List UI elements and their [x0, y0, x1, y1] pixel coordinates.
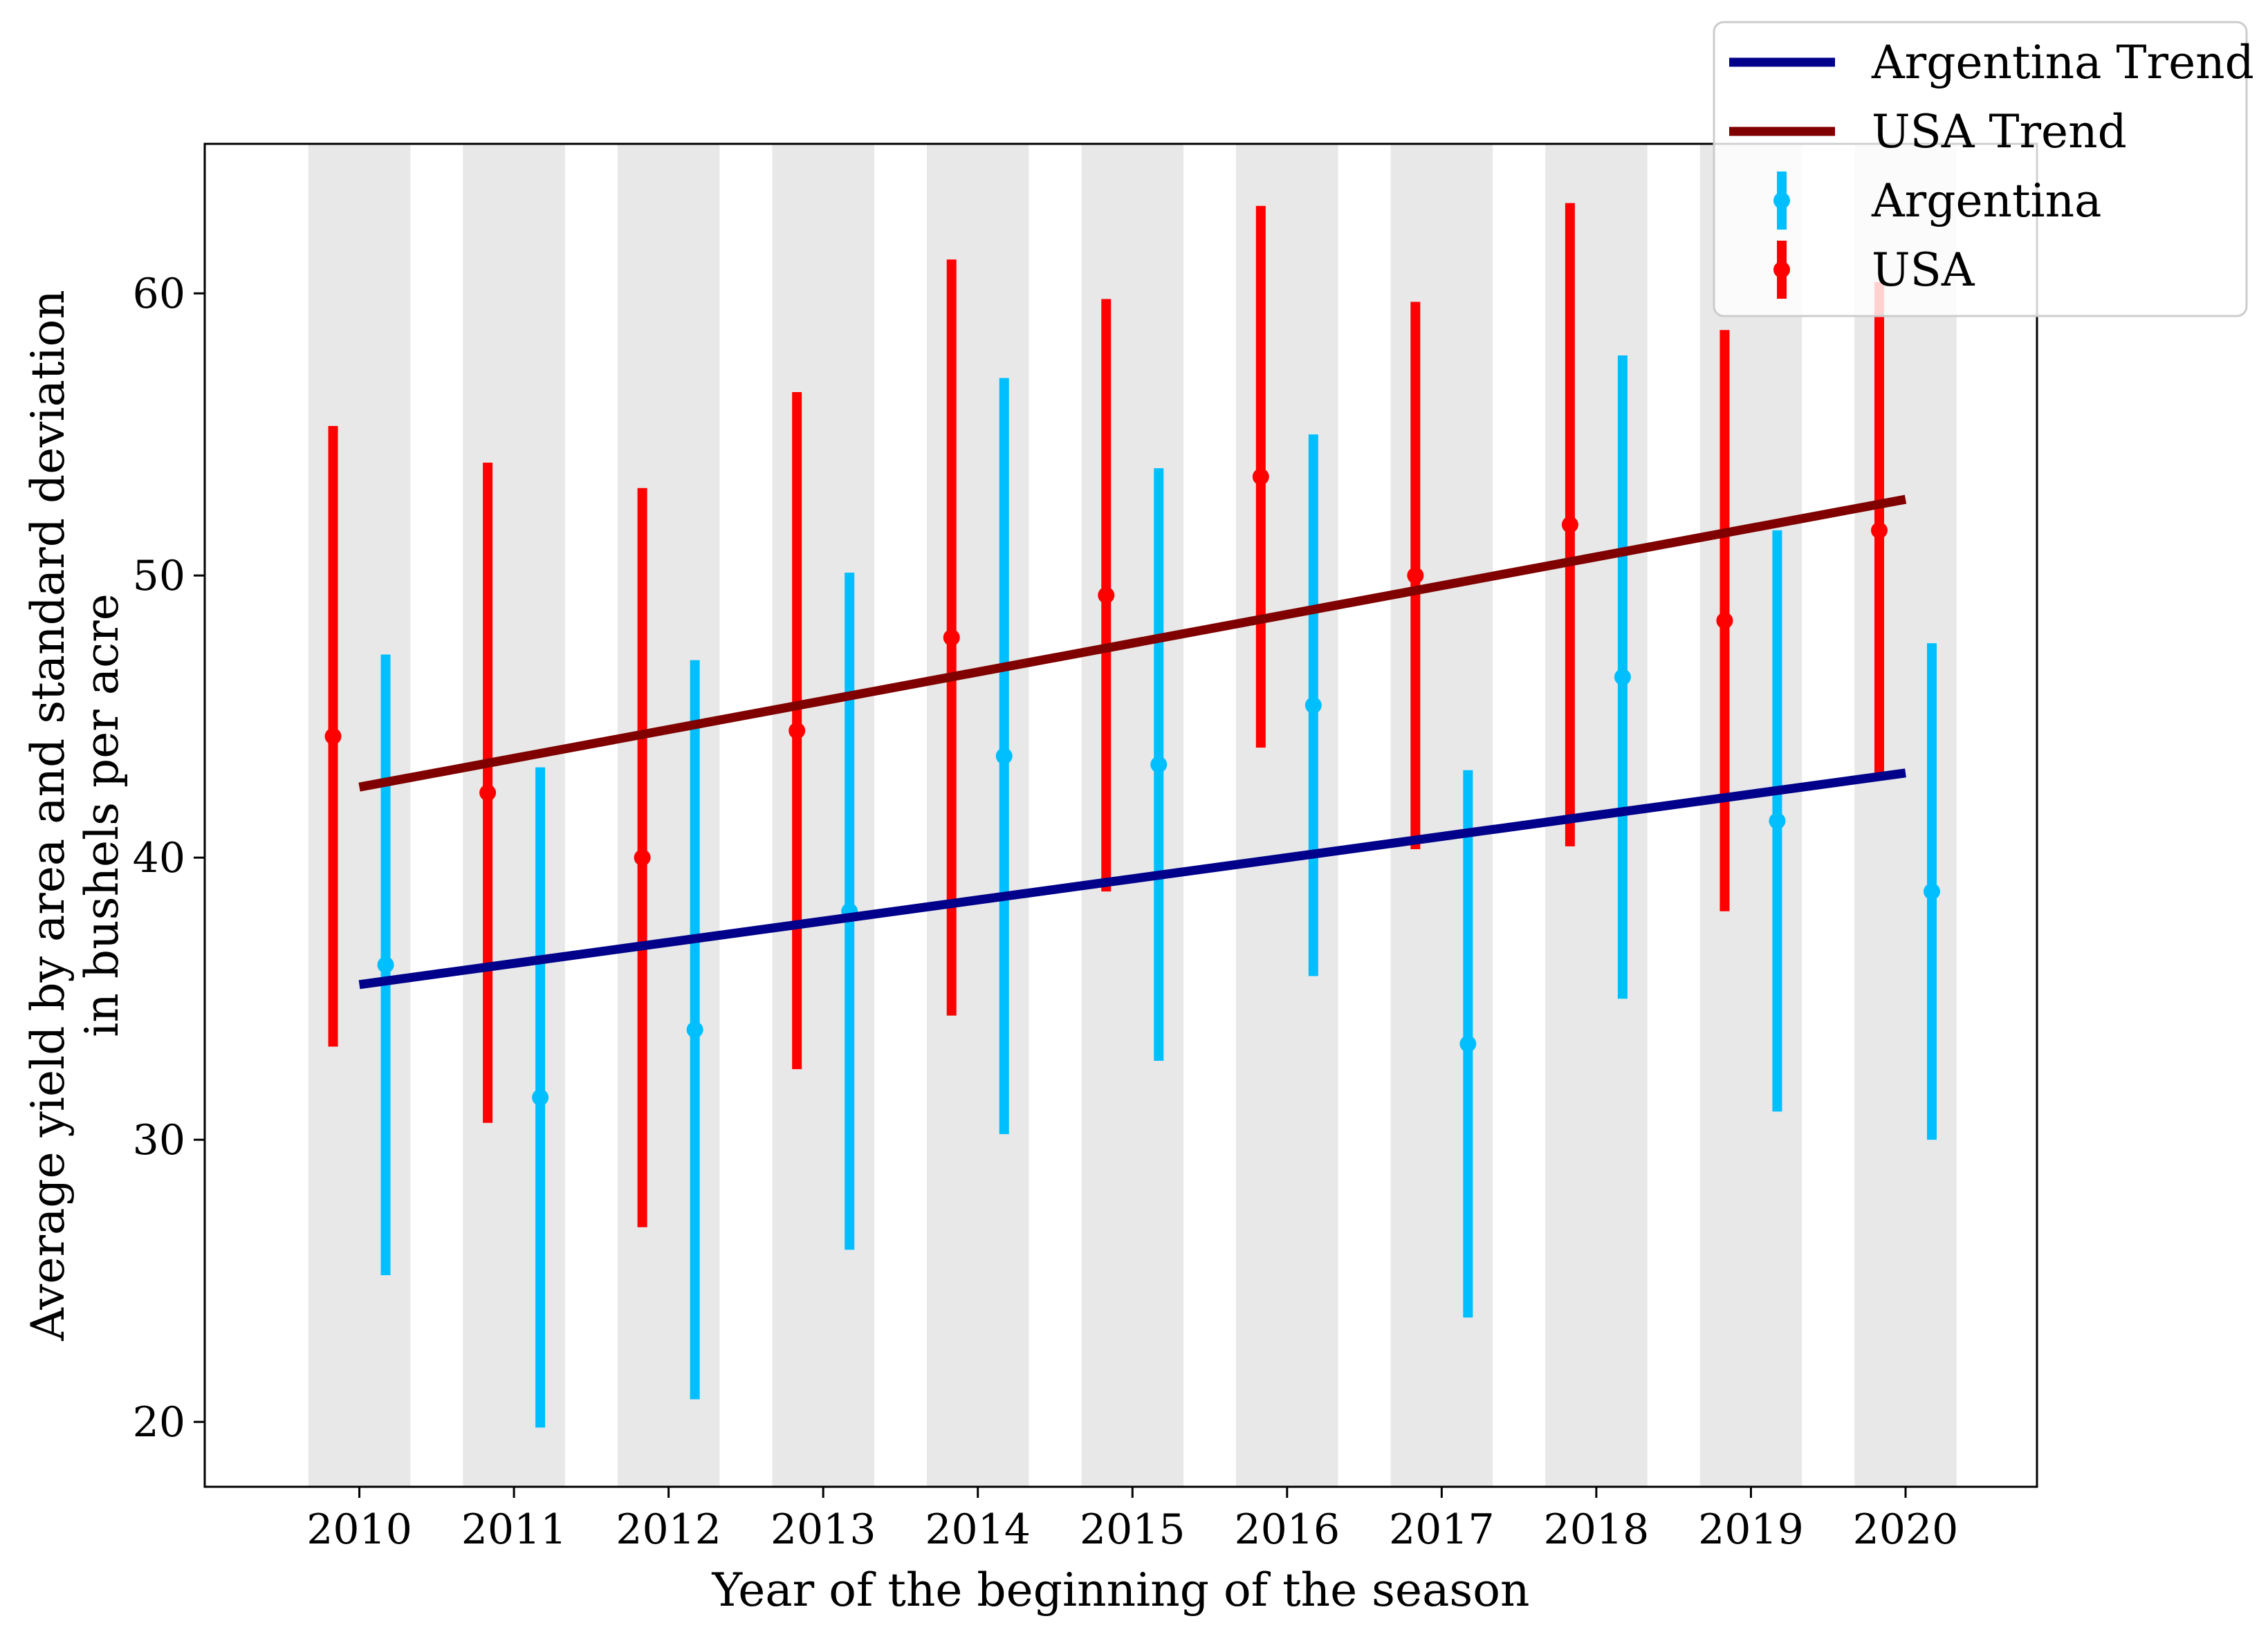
x-tick-label: 2017 [1389, 1505, 1495, 1554]
legend-label: USA [1872, 243, 1975, 297]
mean-point [377, 956, 394, 974]
y-tick-label: 60 [133, 270, 185, 318]
trend-line-argentina-trend [358, 768, 1906, 990]
y-tick-label: 40 [133, 834, 185, 882]
legend-entry: USA Trend [1729, 105, 2127, 158]
shaded-band-2015 [1081, 144, 1184, 1487]
mean-point [479, 784, 497, 801]
x-tick-label: 2014 [925, 1505, 1031, 1554]
x-tick-label: 2019 [1698, 1505, 1804, 1554]
mean-point [1304, 696, 1322, 714]
shaded-band-2017 [1390, 144, 1493, 1487]
mean-point [1870, 521, 1888, 539]
legend-entry: Argentina [1773, 171, 2102, 230]
trend-line-usa-trend [358, 494, 1907, 792]
legend-entry: USA [1773, 241, 1975, 299]
mean-point [1769, 813, 1786, 830]
shaded-band-2014 [926, 144, 1029, 1487]
y-tick-label: 50 [133, 552, 185, 600]
shaded-band-2011 [463, 144, 565, 1487]
mean-point [789, 722, 806, 739]
mean-point [532, 1088, 549, 1106]
x-tick-label: 2010 [306, 1505, 412, 1554]
y-axis-title-line-1: Average yield by area and standard devia… [21, 290, 75, 1342]
mean-point [1150, 756, 1168, 773]
x-tick-label: 2015 [1080, 1505, 1186, 1554]
legend-marker-swatch [1773, 192, 1790, 209]
mean-point [995, 748, 1013, 765]
x-tick-label: 2011 [461, 1505, 567, 1554]
legend: Argentina Trend USA Trend Argentina USA [1713, 21, 2254, 317]
mean-point [943, 629, 960, 646]
x-tick-label: 2012 [616, 1505, 721, 1554]
series-usa [324, 203, 1888, 1227]
series-argentina [377, 355, 1940, 1428]
mean-point [1716, 612, 1733, 629]
mean-point [1252, 468, 1269, 485]
axis-ticks: 2010 2011 2012 2013 2014 2015 2016 2017 2018 2019… [133, 270, 1959, 1554]
shaded-bands [308, 144, 1957, 1487]
mean-point [1561, 516, 1578, 533]
legend-label: Argentina Trend [1871, 36, 2254, 89]
mean-point [686, 1021, 703, 1039]
mean-point [634, 849, 651, 866]
y-tick-label: 30 [133, 1116, 185, 1165]
shaded-band-2013 [772, 144, 874, 1487]
x-tick-label: 2013 [771, 1505, 876, 1554]
shaded-band-2020 [1854, 144, 1957, 1487]
x-tick-label: 2016 [1234, 1505, 1340, 1554]
mean-point [1407, 567, 1424, 584]
mean-point [1098, 586, 1115, 604]
shaded-band-2012 [617, 144, 720, 1487]
mean-point [1923, 883, 1940, 900]
legend-marker-swatch [1773, 261, 1790, 278]
x-axis-title: Year of the beginning of the season [711, 1564, 1529, 1617]
shaded-band-2019 [1699, 144, 1803, 1487]
legend-box [1713, 21, 2248, 317]
y-tick-label: 20 [133, 1398, 185, 1447]
legend-label: Argentina [1871, 174, 2102, 228]
plot-frame [203, 142, 2038, 1488]
y-axis-title-line-2: in bushels per acre [75, 593, 129, 1037]
mean-point [324, 727, 342, 745]
x-tick-label: 2018 [1544, 1505, 1650, 1554]
legend-entry: Argentina Trend [1729, 36, 2254, 89]
series [324, 203, 1940, 1428]
shaded-band-2010 [308, 144, 411, 1487]
y-axis-title: Average yield by area and standard devia… [21, 290, 129, 1342]
x-tick-label: 2020 [1853, 1505, 1959, 1554]
shaded-band-2016 [1236, 144, 1338, 1487]
mean-point [1459, 1035, 1477, 1053]
legend-label: USA Trend [1872, 105, 2127, 158]
mean-point [1614, 669, 1631, 686]
